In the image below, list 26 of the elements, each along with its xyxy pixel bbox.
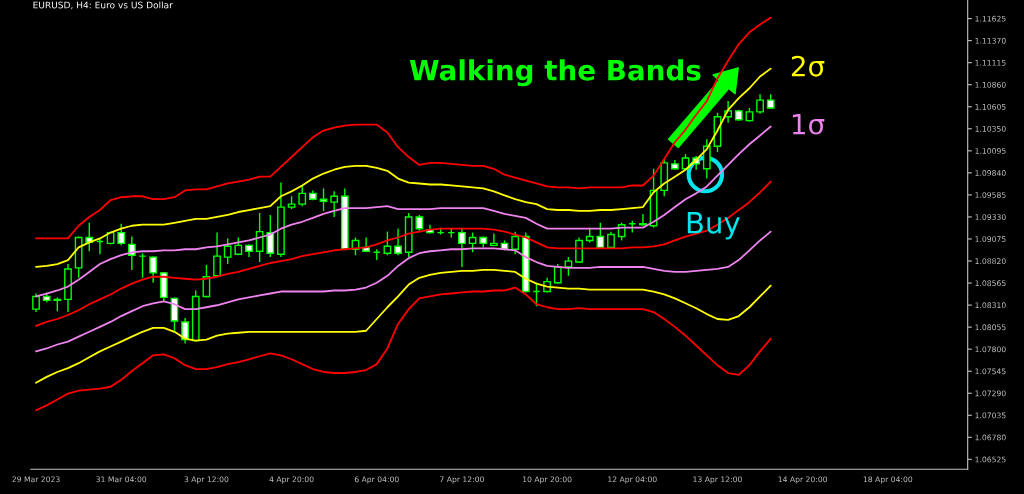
line-series bbox=[35, 269, 772, 384]
candlestick bbox=[756, 93, 764, 115]
line-series bbox=[35, 180, 772, 327]
candlestick bbox=[149, 255, 158, 284]
candlestick bbox=[639, 213, 647, 227]
line-series bbox=[35, 286, 772, 412]
candlestick bbox=[181, 317, 189, 345]
candlestick bbox=[223, 237, 232, 265]
candlestick bbox=[511, 230, 520, 255]
candlestick bbox=[330, 190, 339, 218]
series-label: 1σ bbox=[792, 113, 825, 135]
candlestick bbox=[394, 227, 402, 256]
candlestick bbox=[117, 223, 126, 247]
candlestick bbox=[298, 184, 307, 207]
candlestick bbox=[213, 231, 221, 278]
line-series bbox=[35, 16, 772, 240]
candlestick bbox=[255, 212, 264, 263]
annotation: Walking the Bands bbox=[409, 59, 701, 87]
candlestick bbox=[266, 214, 275, 258]
candlestick bbox=[32, 292, 40, 313]
candlestick bbox=[596, 222, 605, 250]
chart-title: EURUSD, H4: Euro vs US Dollar bbox=[33, 1, 173, 10]
candlestick bbox=[489, 232, 498, 248]
candlestick bbox=[553, 263, 562, 285]
candlestick bbox=[702, 138, 711, 180]
series-label: 2σ bbox=[791, 55, 825, 77]
